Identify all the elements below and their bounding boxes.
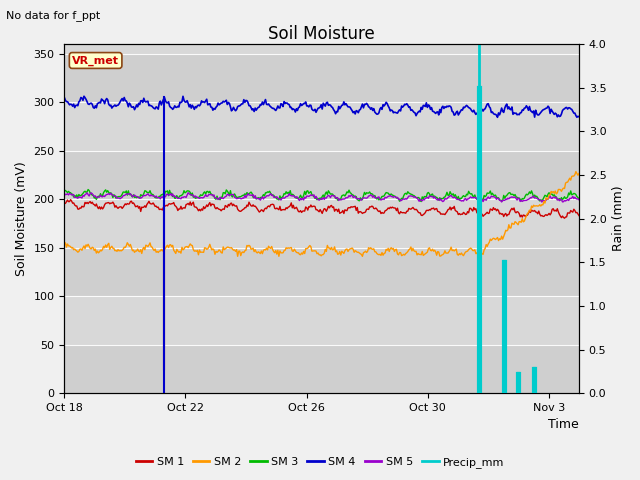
Title: Soil Moisture: Soil Moisture <box>268 24 375 43</box>
Bar <box>65 345 579 393</box>
Bar <box>65 248 579 296</box>
Bar <box>65 151 579 199</box>
Bar <box>65 54 579 102</box>
Text: No data for f_ppt: No data for f_ppt <box>6 10 100 21</box>
Legend: SM 1, SM 2, SM 3, SM 4, SM 5, Precip_mm: SM 1, SM 2, SM 3, SM 4, SM 5, Precip_mm <box>131 452 509 472</box>
Y-axis label: Soil Moisture (mV): Soil Moisture (mV) <box>15 161 28 276</box>
Text: VR_met: VR_met <box>72 55 119 66</box>
X-axis label: Time: Time <box>548 419 579 432</box>
Y-axis label: Rain (mm): Rain (mm) <box>612 186 625 252</box>
